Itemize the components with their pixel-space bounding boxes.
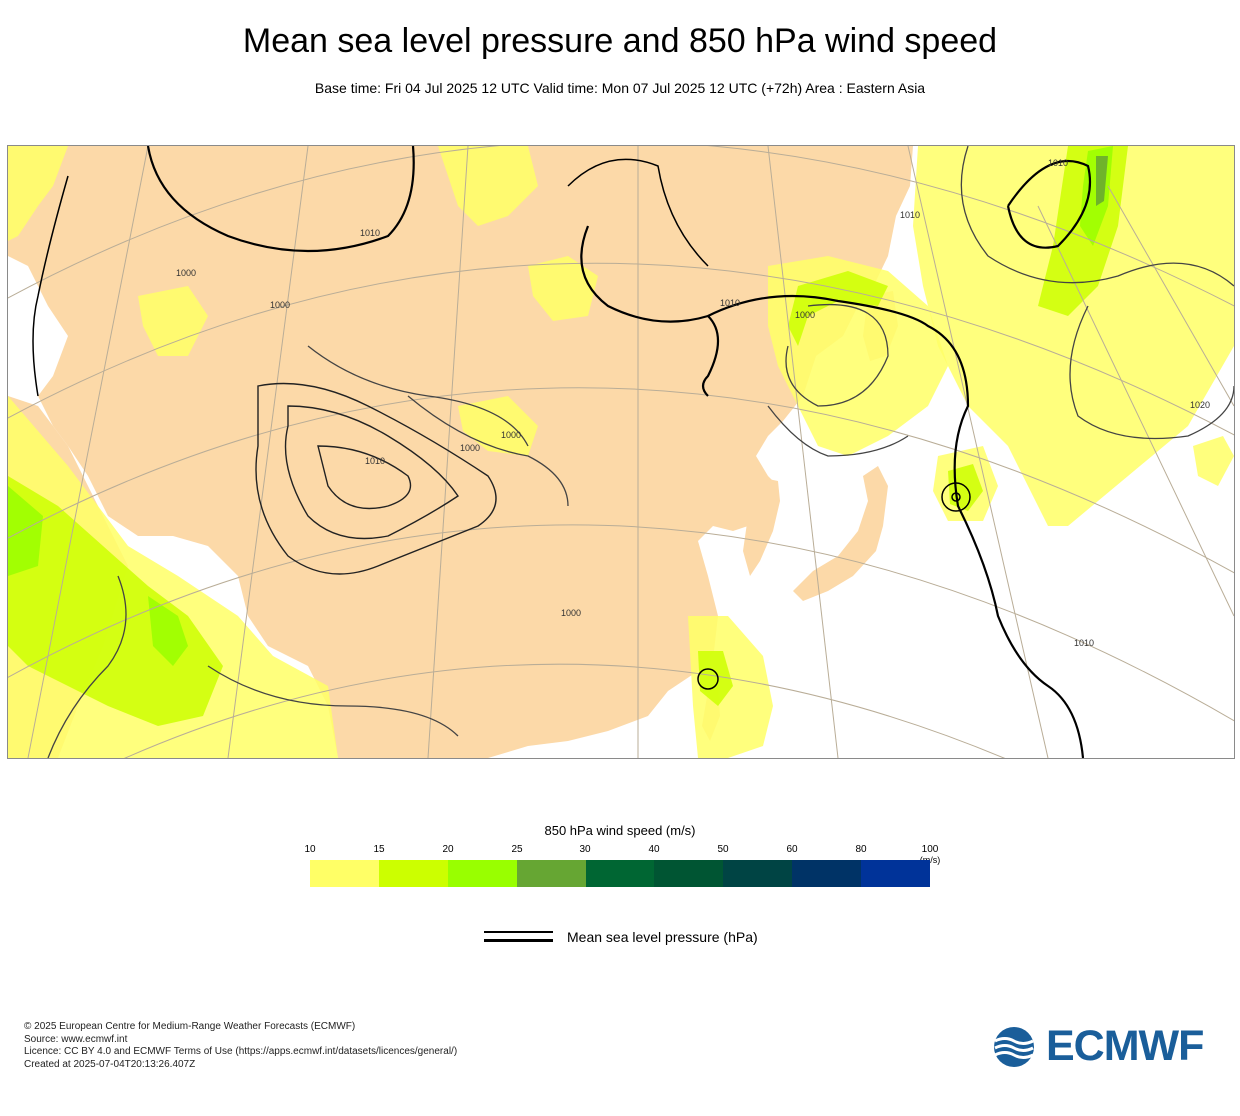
chart-subtitle: Base time: Fri 04 Jul 2025 12 UTC Valid … bbox=[314, 80, 926, 96]
legend-tick: 30 bbox=[579, 844, 591, 855]
chart-title: Mean sea level pressure and 850 hPa wind… bbox=[242, 22, 998, 60]
isobar-1020 bbox=[1069, 305, 1234, 440]
isobar-label: 1000 bbox=[501, 430, 521, 440]
colorbar-segment bbox=[310, 860, 379, 887]
isobar-1010 bbox=[707, 294, 1085, 758]
colorbar-segment bbox=[585, 860, 655, 887]
legend-tick: 10 bbox=[304, 844, 316, 855]
mslp-line-symbol bbox=[484, 931, 553, 943]
colorbar-segment bbox=[723, 860, 793, 887]
longitude-line bbox=[767, 146, 839, 758]
isobar-label: 1020 bbox=[1190, 400, 1210, 410]
wind-area bbox=[1193, 436, 1234, 486]
longitude-line bbox=[1107, 185, 1234, 407]
wind-area bbox=[913, 146, 1234, 526]
latitude-line bbox=[8, 524, 1234, 722]
longitude-line bbox=[1037, 205, 1234, 617]
colorbar-segment bbox=[447, 860, 517, 887]
isobar-1000 bbox=[785, 303, 889, 407]
latitude-line bbox=[8, 387, 1234, 574]
colorbar-segment bbox=[861, 860, 931, 887]
colorbar-segment bbox=[654, 860, 724, 887]
isobar-1010 bbox=[146, 146, 415, 253]
footer-credits: © 2025 European Centre for Medium-Range … bbox=[24, 1021, 457, 1071]
wind-area bbox=[8, 476, 223, 726]
graticule bbox=[8, 146, 1234, 758]
legend-tick: 20 bbox=[442, 844, 454, 855]
isobar bbox=[567, 158, 709, 267]
wind-area bbox=[1096, 156, 1108, 206]
wind-area bbox=[528, 256, 598, 321]
isobar-label: 1010 bbox=[720, 298, 740, 308]
colorbar bbox=[310, 860, 931, 887]
isobar bbox=[47, 575, 127, 758]
isobar bbox=[960, 146, 1234, 287]
isobars bbox=[32, 146, 1092, 758]
legend-tick: 40 bbox=[648, 844, 660, 855]
legend-tick: 60 bbox=[786, 844, 798, 855]
wind-area bbox=[438, 146, 538, 226]
wind-area bbox=[148, 596, 188, 666]
created-line: Created at 2025-07-04T20:13:26.407Z bbox=[24, 1058, 196, 1070]
wind-area bbox=[788, 271, 888, 346]
legend-tick: 25 bbox=[511, 844, 523, 855]
isobar bbox=[307, 345, 529, 447]
isobar-label: 1000 bbox=[561, 608, 581, 618]
legend-tick: 100 bbox=[921, 844, 939, 855]
legend-tick: 50 bbox=[717, 844, 729, 855]
terrain-contour bbox=[284, 405, 459, 540]
isobar-label: 1010 bbox=[360, 228, 380, 238]
colorbar-segment bbox=[378, 860, 448, 887]
legend-title: 850 hPa wind speed (m/s) bbox=[544, 823, 696, 838]
isobar bbox=[767, 405, 909, 457]
typhoon-isobar bbox=[697, 668, 719, 690]
terrain-contour bbox=[317, 445, 412, 510]
licence-line: Licence: CC BY 4.0 and ECMWF Terms of Us… bbox=[24, 1046, 458, 1057]
wind-area bbox=[698, 651, 733, 706]
colorbar-segment bbox=[516, 860, 586, 887]
japan-land bbox=[793, 466, 888, 601]
weather-map[interactable]: 1010 1000 1000 1010 1000 1000 1010 1000 … bbox=[7, 145, 1235, 759]
legend-tick: 15 bbox=[373, 844, 385, 855]
isobar-label: 1010 bbox=[1074, 638, 1094, 648]
isobar-label: 1000 bbox=[460, 443, 480, 453]
isobar bbox=[407, 395, 569, 507]
wind-area bbox=[8, 146, 68, 241]
map-svg: 1010 1000 1000 1010 1000 1000 1010 1000 … bbox=[8, 146, 1234, 758]
ecmwf-logo-text: ECMWF bbox=[1046, 1022, 1204, 1070]
wind-area bbox=[8, 486, 43, 576]
longitude-line bbox=[227, 146, 309, 758]
typhoon-center bbox=[951, 492, 961, 502]
source-line: Source: www.ecmwf.int bbox=[24, 1033, 128, 1045]
terrain-contour bbox=[255, 382, 497, 575]
land-mass bbox=[8, 146, 913, 758]
typhoon-isobar bbox=[941, 482, 971, 512]
thin-isobars bbox=[47, 146, 1234, 758]
isobar-label: 1010 bbox=[365, 456, 385, 466]
longitude-line bbox=[27, 146, 149, 758]
wind-area bbox=[138, 286, 208, 356]
latitude-line bbox=[8, 262, 1234, 436]
korea-land bbox=[743, 476, 780, 576]
isobar-label: 1000 bbox=[270, 300, 290, 310]
isobar bbox=[32, 175, 69, 397]
colorbar-segment bbox=[792, 860, 862, 887]
latitude-line bbox=[8, 146, 1234, 307]
longitude-line bbox=[907, 146, 1049, 758]
isobar bbox=[1006, 159, 1092, 249]
copyright-line: © 2025 European Centre for Medium-Range … bbox=[24, 1021, 356, 1032]
isobar-labels: 1010 1000 1000 1010 1000 1000 1010 1000 … bbox=[176, 158, 1210, 648]
isobar bbox=[207, 665, 459, 737]
isobar-label: 1010 bbox=[900, 210, 920, 220]
plateau-contours bbox=[255, 382, 497, 575]
ecmwf-logo-icon[interactable] bbox=[985, 1026, 1220, 1068]
isobar-label: 1000 bbox=[176, 268, 196, 278]
legend-tick: 80 bbox=[855, 844, 867, 855]
latitude-line bbox=[124, 663, 1005, 758]
isobar-1010 bbox=[580, 225, 719, 397]
longitude-line bbox=[427, 146, 469, 758]
isobar-label: 1010 bbox=[1048, 158, 1068, 168]
isobar-label: 1000 bbox=[795, 310, 815, 320]
mslp-legend-label: Mean sea level pressure (hPa) bbox=[567, 929, 758, 945]
